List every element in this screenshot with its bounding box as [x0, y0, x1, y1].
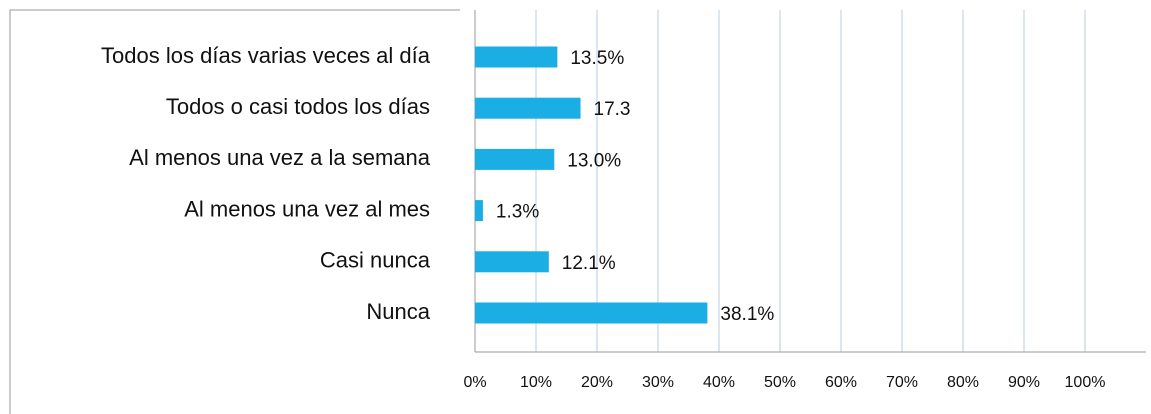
- category-label: Todos o casi todos los días: [166, 94, 430, 119]
- x-tick-label: 10%: [520, 374, 552, 391]
- frame: [9, 9, 460, 414]
- x-tick-label: 60%: [825, 374, 857, 391]
- x-tick-label: 20%: [581, 374, 613, 391]
- x-tick-label: 40%: [703, 374, 735, 391]
- bar: [475, 46, 558, 68]
- data-label: 13.0%: [567, 150, 621, 171]
- category-label: Casi nunca: [320, 248, 431, 273]
- x-tick-label: 70%: [886, 374, 918, 391]
- bar: [475, 302, 708, 324]
- bar: [475, 251, 549, 273]
- data-label: 12.1%: [562, 253, 616, 274]
- x-tick-label: 100%: [1065, 374, 1106, 391]
- data-label: 17.3: [594, 99, 631, 120]
- bar: [475, 200, 483, 222]
- x-tick-label: 0%: [463, 374, 486, 391]
- x-tick-label: 90%: [1008, 374, 1040, 391]
- x-tick-label: 30%: [642, 374, 674, 391]
- category-label: Al menos una vez a la semana: [129, 145, 431, 170]
- data-label: 13.5%: [570, 48, 624, 69]
- data-label: 1.3%: [496, 202, 539, 223]
- x-tick-label: 80%: [947, 374, 979, 391]
- x-tick-label: 50%: [764, 374, 796, 391]
- category-label: Nunca: [366, 299, 430, 324]
- bar: [475, 97, 581, 119]
- category-label: Al menos una vez al mes: [184, 196, 430, 221]
- bar: [475, 148, 555, 170]
- category-label: Todos los días varias veces al día: [101, 43, 431, 68]
- data-label: 38.1%: [720, 304, 774, 325]
